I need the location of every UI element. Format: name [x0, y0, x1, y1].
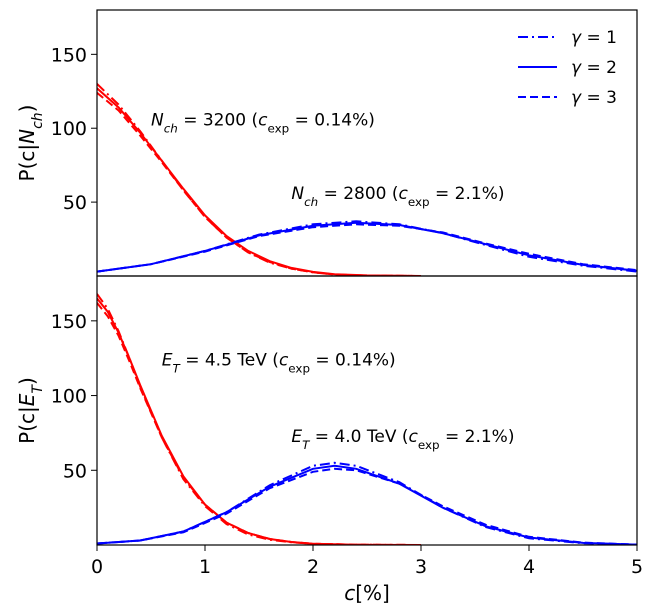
y-tick-label: 150	[51, 44, 87, 66]
legend: γ = 1 γ = 2 γ = 3	[518, 28, 617, 108]
curve-blue-gamma-3	[97, 223, 637, 273]
x-tick-label: 4	[523, 556, 535, 578]
y-tick-label: 50	[63, 192, 87, 214]
curve-blue-gamma-1	[97, 220, 637, 273]
plot-frame	[96, 9, 638, 277]
x-tick-label: 3	[415, 556, 427, 578]
plot-frame	[96, 275, 638, 546]
curve-red-gamma-3	[97, 302, 422, 545]
x-tick-label: 0	[91, 556, 103, 578]
curve-red-gamma-1	[97, 293, 422, 545]
y-axis-label: P(c|ET)	[15, 377, 46, 444]
legend-label-1: γ = 1	[571, 28, 617, 48]
x-tick-label: 1	[199, 556, 211, 578]
curve-blue-gamma-2	[97, 464, 637, 545]
annotation-2: Nch = 2800 (cexp = 2.1%)	[291, 184, 504, 209]
annotation-1: Nch = 3200 (cexp = 0.14%)	[151, 110, 375, 135]
curve-blue-gamma-2	[97, 221, 637, 273]
curve-red-gamma-3	[97, 92, 422, 276]
y-tick-label: 100	[51, 118, 87, 140]
y-axis-label: P(c|Nch)	[15, 105, 46, 182]
legend-label-3: γ = 3	[571, 88, 617, 108]
legend-label-2: γ = 2	[571, 58, 617, 78]
annotation-1: ET = 4.5 TeV (cexp = 0.14%)	[162, 351, 396, 376]
x-axis-label: c[%]	[344, 581, 390, 605]
x-tick-label: 2	[307, 556, 319, 578]
x-tick-label: 5	[631, 556, 643, 578]
bottom-panel: 50 100 150 0 1 2 3 4 5 P(c|ET) c[%] ET = 4.5 TeV (c…	[15, 275, 643, 605]
y-tick-label: 150	[51, 311, 87, 333]
curve-red-gamma-2	[97, 297, 422, 545]
y-tick-label: 50	[63, 460, 87, 482]
annotation-2: ET = 4.0 TeV (cexp = 2.1%)	[291, 427, 514, 452]
y-tick-label: 100	[51, 386, 87, 408]
top-panel: 50 100 150 P(c|Nch) Nch = 3200 (cexp = 0.14%…	[15, 9, 638, 277]
